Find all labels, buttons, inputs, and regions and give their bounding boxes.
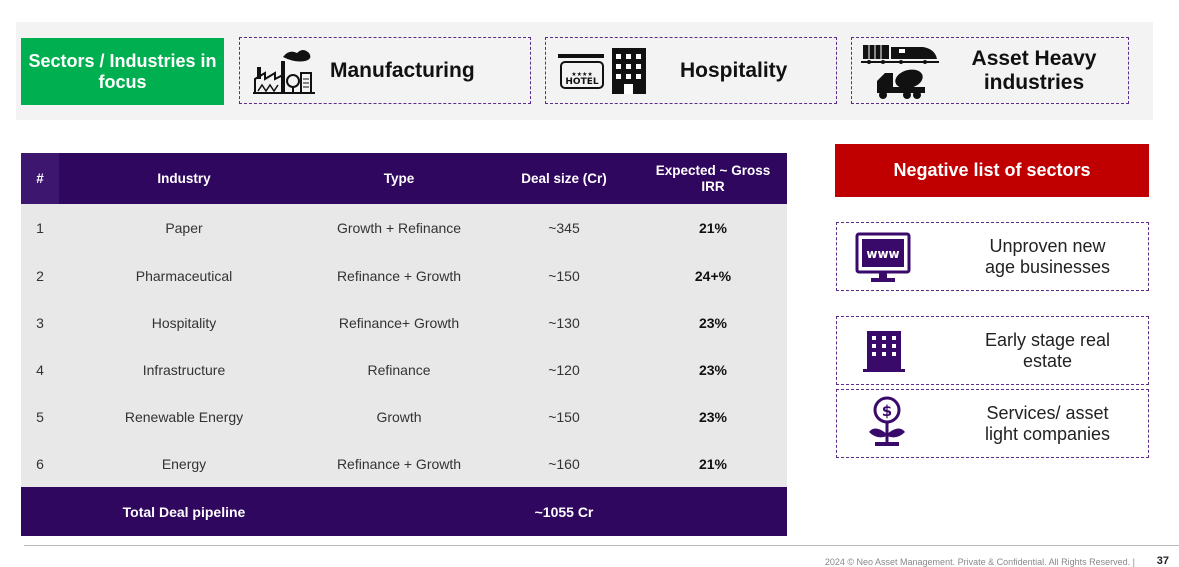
cell-deal-size: ~160 bbox=[489, 440, 639, 487]
table-row: 4 Infrastructure Refinance ~120 23% bbox=[21, 346, 787, 393]
cell-type: Growth + Refinance bbox=[309, 204, 489, 252]
negative-item-text: Unproven new age businesses bbox=[984, 235, 1111, 277]
svg-text:★★★★: ★★★★ bbox=[571, 71, 593, 78]
cell-type: Refinance + Growth bbox=[309, 252, 489, 299]
cell-irr: 23% bbox=[639, 393, 787, 440]
page-number: 37 bbox=[1156, 555, 1169, 567]
cell-number: 4 bbox=[21, 346, 59, 393]
cell-deal-size: ~150 bbox=[489, 393, 639, 440]
table-row: 5 Renewable Energy Growth ~150 23% bbox=[21, 393, 787, 440]
negative-item-services: $ Services/ asset light companies bbox=[836, 389, 1149, 458]
cell-type: Refinance + Growth bbox=[309, 440, 489, 487]
negative-list-title: Negative list of sectors bbox=[893, 160, 1091, 180]
table-row: 6 Energy Refinance + Growth ~160 21% bbox=[21, 440, 787, 487]
cell-industry: Hospitality bbox=[59, 299, 309, 346]
cell-industry: Pharmaceutical bbox=[59, 252, 309, 299]
total-value: ~1055 Cr bbox=[489, 487, 639, 536]
cell-industry: Infrastructure bbox=[59, 346, 309, 393]
cell-number: 2 bbox=[21, 252, 59, 299]
cell-type: Refinance bbox=[309, 346, 489, 393]
cell-irr: 21% bbox=[639, 204, 787, 252]
cell-type: Refinance+ Growth bbox=[309, 299, 489, 346]
deal-pipeline-table: # Industry Type Deal size (Cr) Expected … bbox=[21, 153, 787, 536]
col-header-irr: Expected ~ Gross IRR bbox=[639, 153, 787, 204]
col-header-industry: Industry bbox=[59, 153, 309, 204]
sector-card-hospitality: ★★★★ HOTEL Hospitality bbox=[545, 37, 837, 104]
table-row: 2 Pharmaceutical Refinance + Growth ~150… bbox=[21, 252, 787, 299]
building-icon bbox=[863, 329, 907, 378]
negative-item-text: Early stage real estate bbox=[984, 329, 1111, 371]
train-truck-icon bbox=[861, 41, 941, 101]
table-row: 3 Hospitality Refinance+ Growth ~130 23% bbox=[21, 299, 787, 346]
col-header-type: Type bbox=[309, 153, 489, 204]
footer-copyright: 2024 © Neo Asset Management. Private & C… bbox=[824, 557, 1135, 567]
col-header-deal-size: Deal size (Cr) bbox=[489, 153, 639, 204]
svg-text:www: www bbox=[866, 247, 899, 261]
cell-industry: Energy bbox=[59, 440, 309, 487]
negative-item-real-estate: Early stage real estate bbox=[836, 316, 1149, 385]
sector-card-manufacturing: Manufacturing bbox=[239, 37, 531, 104]
sector-title-manufacturing: Manufacturing bbox=[330, 58, 475, 82]
svg-text:HOTEL: HOTEL bbox=[565, 77, 598, 87]
cell-deal-size: ~130 bbox=[489, 299, 639, 346]
negative-item-text: Services/ asset light companies bbox=[984, 402, 1111, 444]
negative-item-unproven: www Unproven new age businesses bbox=[836, 222, 1149, 291]
factory-icon bbox=[253, 47, 315, 95]
table-total-row: Total Deal pipeline ~1055 Cr bbox=[21, 487, 787, 536]
sector-card-asset-heavy: Asset Heavy industries bbox=[851, 37, 1129, 104]
cell-number: 6 bbox=[21, 440, 59, 487]
cell-number: 1 bbox=[21, 204, 59, 252]
cell-irr: 23% bbox=[639, 346, 787, 393]
sectors-in-focus-label: Sectors / Industries in focus bbox=[21, 38, 224, 105]
cell-irr: 23% bbox=[639, 299, 787, 346]
table-header-row: # Industry Type Deal size (Cr) Expected … bbox=[21, 153, 787, 204]
cell-irr: 21% bbox=[639, 440, 787, 487]
total-label: Total Deal pipeline bbox=[59, 487, 309, 536]
money-plant-icon: $ bbox=[867, 396, 907, 453]
sectors-in-focus-text: Sectors / Industries in focus bbox=[28, 50, 217, 92]
sector-title-asset-heavy: Asset Heavy industries bbox=[971, 46, 1097, 94]
cell-industry: Paper bbox=[59, 204, 309, 252]
table-row: 1 Paper Growth + Refinance ~345 21% bbox=[21, 204, 787, 252]
cell-number: 5 bbox=[21, 393, 59, 440]
cell-deal-size: ~150 bbox=[489, 252, 639, 299]
cell-deal-size: ~345 bbox=[489, 204, 639, 252]
hotel-icon: ★★★★ HOTEL bbox=[556, 46, 650, 96]
cell-industry: Renewable Energy bbox=[59, 393, 309, 440]
cell-number: 3 bbox=[21, 299, 59, 346]
cell-type: Growth bbox=[309, 393, 489, 440]
negative-list-header: Negative list of sectors bbox=[835, 144, 1149, 197]
cell-irr: 24+% bbox=[639, 252, 787, 299]
footer-divider bbox=[24, 545, 1179, 546]
svg-text:$: $ bbox=[882, 402, 892, 420]
sector-title-hospitality: Hospitality bbox=[680, 58, 788, 82]
cell-deal-size: ~120 bbox=[489, 346, 639, 393]
www-monitor-icon: www bbox=[855, 232, 911, 289]
col-header-number: # bbox=[21, 153, 59, 204]
